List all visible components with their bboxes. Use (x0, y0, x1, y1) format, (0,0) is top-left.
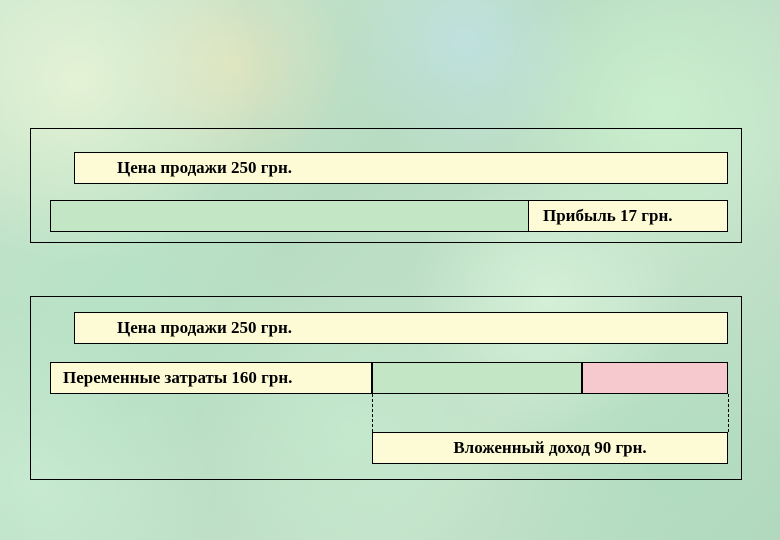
group2-price-bar: Цена продажи 250 грн. (74, 312, 728, 344)
group2-variable-cost-label: Переменные затраты 160 грн. (63, 368, 292, 388)
group2-invested-income-label: Вложенный доход 90 грн. (453, 438, 646, 458)
group2-invested-income-bar: Вложенный доход 90 грн. (372, 432, 728, 464)
group2-green-segment (372, 362, 582, 394)
group1-price-label: Цена продажи 250 грн. (117, 158, 292, 178)
group2-variable-cost-bar: Переменные затраты 160 грн. (50, 362, 372, 394)
group1-price-bar: Цена продажи 250 грн. (74, 152, 728, 184)
group1-profit-label: Прибыль 17 грн. (543, 206, 673, 226)
group2-dash-right (728, 394, 729, 432)
group2-price-label: Цена продажи 250 грн. (117, 318, 292, 338)
group2-pink-segment (582, 362, 728, 394)
group1-profit-bar: Прибыль 17 грн. (528, 200, 728, 232)
group2-dash-left (372, 394, 373, 432)
